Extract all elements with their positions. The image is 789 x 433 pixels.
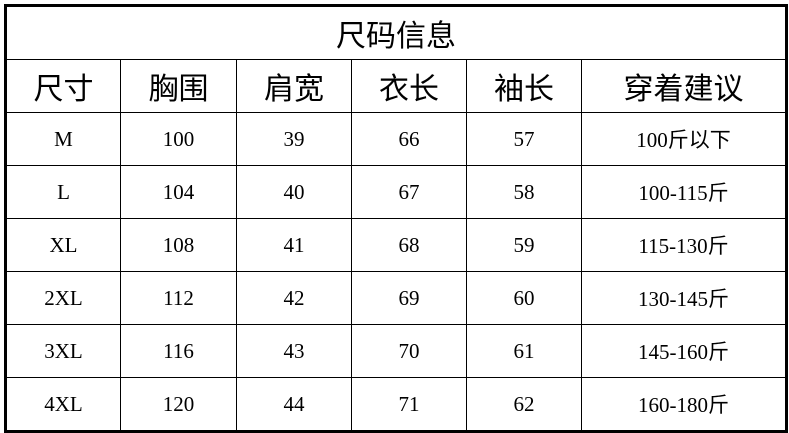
header-cell: 衣长: [351, 59, 467, 113]
table-cell: 108: [120, 218, 237, 272]
table-cell: 39: [236, 112, 352, 166]
table-cell: 42: [236, 271, 352, 325]
table-cell: 100: [120, 112, 237, 166]
table-cell: 116: [120, 324, 237, 378]
header-cell: 袖长: [466, 59, 582, 113]
table-cell: 68: [351, 218, 467, 272]
table-row: XL 108 41 68 59 115-130斤: [5, 218, 787, 272]
table-cell: 70: [351, 324, 467, 378]
table-cell: 115-130斤: [581, 218, 787, 272]
table-cell: 2XL: [5, 271, 121, 325]
table-cell: L: [5, 165, 121, 219]
table-row: 3XL 116 43 70 61 145-160斤: [5, 324, 787, 378]
table-row: M 100 39 66 57 100斤以下: [5, 112, 787, 166]
table-cell: 100-115斤: [581, 165, 787, 219]
header-row: 尺寸 胸围 肩宽 衣长 袖长 穿着建议: [5, 59, 787, 113]
table-cell: 43: [236, 324, 352, 378]
header-cell: 胸围: [120, 59, 237, 113]
table-cell: 71: [351, 377, 467, 432]
header-cell: 尺寸: [5, 59, 121, 113]
table-cell: 4XL: [5, 377, 121, 432]
table-cell: 61: [466, 324, 582, 378]
table-cell: 160-180斤: [581, 377, 787, 432]
table-cell: 44: [236, 377, 352, 432]
table-row: 2XL 112 42 69 60 130-145斤: [5, 271, 787, 325]
table-cell: 41: [236, 218, 352, 272]
table-cell: 66: [351, 112, 467, 166]
table-cell: 69: [351, 271, 467, 325]
header-cell: 肩宽: [236, 59, 352, 113]
table-cell: 104: [120, 165, 237, 219]
table-cell: 59: [466, 218, 582, 272]
table-row: 4XL 120 44 71 62 160-180斤: [5, 377, 787, 432]
table-cell: 60: [466, 271, 582, 325]
table-cell: 145-160斤: [581, 324, 787, 378]
table-cell: 120: [120, 377, 237, 432]
table-cell: 112: [120, 271, 237, 325]
table-cell: 3XL: [5, 324, 121, 378]
size-chart-table: 尺码信息 尺寸 胸围 肩宽 衣长 袖长 穿着建议 M 100 39 66 57 100斤以…: [4, 4, 788, 433]
table-title: 尺码信息: [5, 5, 787, 60]
table-cell: XL: [5, 218, 121, 272]
table-cell: 130-145斤: [581, 271, 787, 325]
table-cell: 58: [466, 165, 582, 219]
table-row: L 104 40 67 58 100-115斤: [5, 165, 787, 219]
table-cell: 100斤以下: [581, 112, 787, 166]
table-cell: 40: [236, 165, 352, 219]
header-cell: 穿着建议: [581, 59, 787, 113]
table-cell: 67: [351, 165, 467, 219]
table-cell: 62: [466, 377, 582, 432]
table-cell: M: [5, 112, 121, 166]
table-cell: 57: [466, 112, 582, 166]
